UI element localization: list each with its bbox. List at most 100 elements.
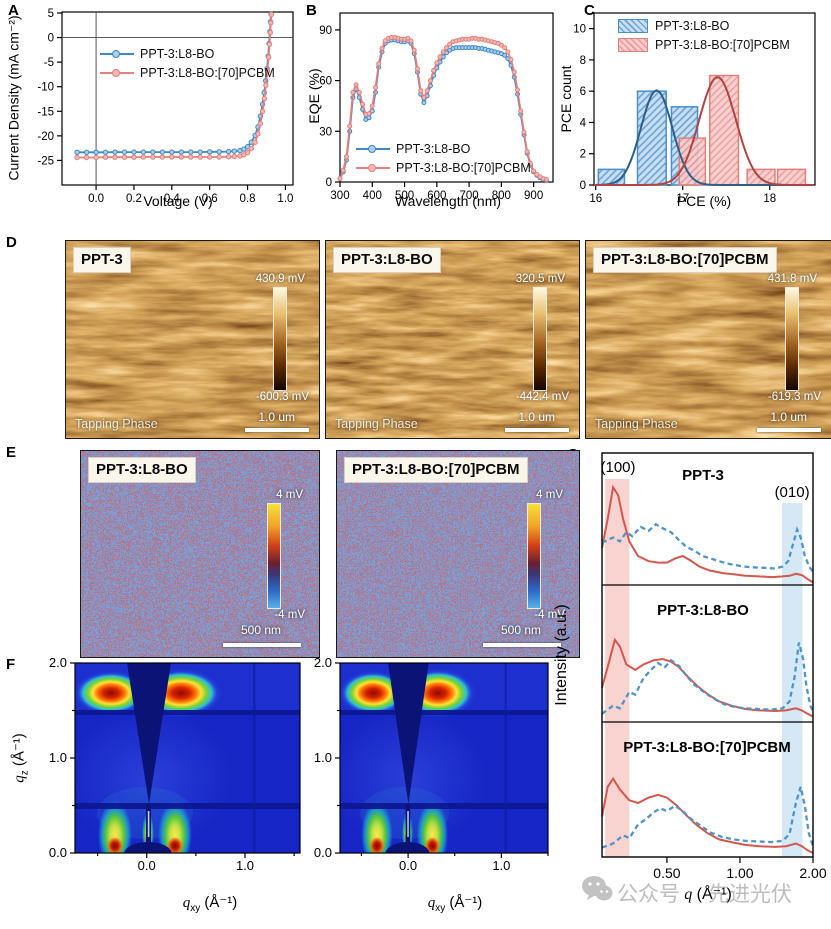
scalebar-label: 500 nm (500, 623, 541, 637)
imaging-mode-label: Tapping Phase (75, 417, 158, 431)
giwaxs-art (75, 663, 300, 853)
blue-line-marker-icon (356, 144, 390, 154)
red-line-marker-icon (100, 68, 134, 78)
scalebar (757, 428, 821, 432)
phase-map-ppt3-l8bo: PPT-3:L8-BO 4 mV -4 mV 500 nm (80, 450, 320, 658)
blue-line-marker-icon (100, 49, 134, 59)
q-unit: (Å⁻¹) (445, 894, 483, 911)
phase-map-ppt3-l8bo-pcbm: PPT-3:L8-BO:[70]PCBM 4 mV -4 mV 500 nm (336, 450, 580, 658)
scalebar-label: 1.0 um (770, 410, 807, 424)
q-unit: (Å⁻¹) (200, 894, 238, 911)
q-subscript: xy (435, 903, 446, 914)
linecut-x-axis-label: q (Å⁻¹) (648, 884, 768, 906)
legend-row: PPT-3:L8-BO:[70]PCBM (618, 37, 790, 53)
scalebar (483, 643, 561, 647)
svg-text:0.0: 0.0 (138, 858, 156, 873)
scalebar-label: 1.0 um (258, 410, 295, 424)
colorbar (267, 503, 281, 609)
colorbar-min-value: -442.4 mV (515, 391, 569, 403)
wechat-icon (582, 876, 613, 901)
colorbar-max-value: 430.9 mV (255, 273, 305, 285)
colorbar (273, 287, 287, 391)
eqe-x-axis-label: Wavelength (nm) (394, 193, 502, 209)
panel-label-a: A (8, 2, 19, 19)
linecut-chart: PPT-3 PPT-3:L8-BO PPT-3:L8-BO:[70]PCBM (100… (600, 452, 827, 881)
svg-text:600: 600 (427, 190, 446, 202)
svg-text:800: 800 (492, 190, 511, 202)
linecut-y-axis-label: Intensity (a.u.) (553, 604, 570, 706)
giwaxs-2d-left: 0.0 1.0 0.0 1.0 2.0 (49, 655, 301, 873)
image-title: PPT-3:L8-BO (88, 457, 196, 483)
colorbar (785, 287, 799, 391)
legend-row: PPT-3:L8-BO (356, 141, 531, 157)
pce-x-axis-label: PCE (%) (676, 193, 732, 209)
svg-text:700: 700 (459, 190, 478, 202)
svg-text:0.0: 0.0 (314, 845, 332, 860)
image-title: PPT-3 (73, 247, 131, 273)
svg-text:0.2: 0.2 (126, 193, 142, 205)
svg-text:16: 16 (589, 193, 602, 205)
imaging-mode-label: Tapping Phase (595, 417, 678, 431)
svg-text:PPT-3:L8-BO:[70]PCBM: PPT-3:L8-BO:[70]PCBM (623, 739, 791, 756)
scalebar (505, 428, 569, 432)
svg-text:(100): (100) (600, 459, 635, 476)
imaging-mode-label: Tapping Phase (335, 417, 418, 431)
svg-text:0.0: 0.0 (399, 858, 417, 873)
legend-label: PPT-3:L8-BO:[70]PCBM (655, 38, 790, 52)
svg-text:-15: -15 (37, 106, 54, 118)
legend-row: PPT-3:L8-BO (618, 18, 790, 34)
svg-text:2.0: 2.0 (314, 655, 332, 670)
afm-image-ppt3-l8bo: PPT-3:L8-BO 320.5 mV -442.4 mV Tapping P… (325, 240, 580, 439)
colorbar-max-value: 4 mV (276, 489, 303, 501)
svg-text:17: 17 (676, 193, 689, 205)
svg-text:1.0: 1.0 (49, 750, 67, 765)
colorbar-max-value: 431.8 mV (767, 273, 817, 285)
svg-text:8: 8 (580, 55, 586, 67)
colorbar (533, 287, 547, 391)
scalebar (245, 428, 309, 432)
svg-text:4: 4 (580, 117, 587, 129)
panel-label-b: B (306, 2, 317, 19)
pce-legend: PPT-3:L8-BO PPT-3:L8-BO:[70]PCBM (618, 18, 790, 53)
q-symbol: q (182, 895, 191, 911)
legend-row: PPT-3:L8-BO:[70]PCBM (100, 65, 275, 81)
watermark-text-right: 先进光伏 (708, 883, 792, 906)
svg-text:400: 400 (363, 190, 382, 202)
blue-hatched-swatch-icon (618, 19, 648, 33)
scalebar-label: 1.0 um (518, 410, 555, 424)
eqe-y-axis-label: EQE (%) (306, 68, 322, 124)
svg-text:-20: -20 (37, 131, 54, 143)
q-unit: (Å⁻¹) (10, 733, 28, 771)
legend-row: PPT-3:L8-BO (100, 46, 275, 62)
legend-label: PPT-3:L8-BO (140, 47, 215, 61)
svg-text:0.8: 0.8 (240, 193, 256, 205)
svg-text:60: 60 (319, 76, 332, 88)
svg-text:-5: -5 (44, 57, 54, 69)
svg-text:1.0: 1.0 (277, 193, 293, 205)
giwaxs-y-axis-label: qz (Å⁻¹) (10, 733, 31, 783)
svg-text:0: 0 (580, 180, 586, 192)
giwaxs-2d-right: 0.0 1.0 0.0 1.0 2.0 (314, 655, 549, 873)
jv-chart: 0.0 0.2 0.4 0.6 0.8 1.0 5 0 -5 -10 -15 -20 -25 (37, 8, 294, 205)
image-title: PPT-3:L8-BO:[70]PCBM (593, 247, 777, 273)
q-subscript: xy (190, 903, 201, 914)
svg-text:(010): (010) (775, 484, 810, 501)
colorbar-min-value: -600.3 mV (255, 391, 309, 403)
q-symbol: q (684, 886, 693, 903)
svg-text:0.0: 0.0 (49, 845, 67, 860)
svg-text:-10: -10 (37, 82, 54, 94)
svg-text:300: 300 (330, 190, 349, 202)
svg-text:10: 10 (573, 24, 586, 36)
svg-text:500: 500 (395, 190, 414, 202)
panel-label-e: E (6, 444, 17, 461)
scalebar-label: 500 nm (240, 623, 281, 637)
colorbar (527, 503, 541, 609)
eqe-legend: PPT-3:L8-BO PPT-3:L8-BO:[70]PCBM (356, 141, 531, 176)
jv-legend: PPT-3:L8-BO PPT-3:L8-BO:[70]PCBM (100, 46, 275, 81)
legend-row: PPT-3:L8-BO:[70]PCBM (356, 160, 531, 176)
q-subscript: z (19, 770, 31, 776)
colorbar-min-value: -4 mV (274, 609, 305, 621)
pce-y-axis-label: PCE count (558, 65, 574, 133)
jv-x-axis-label: Voltage (V) (143, 193, 213, 209)
